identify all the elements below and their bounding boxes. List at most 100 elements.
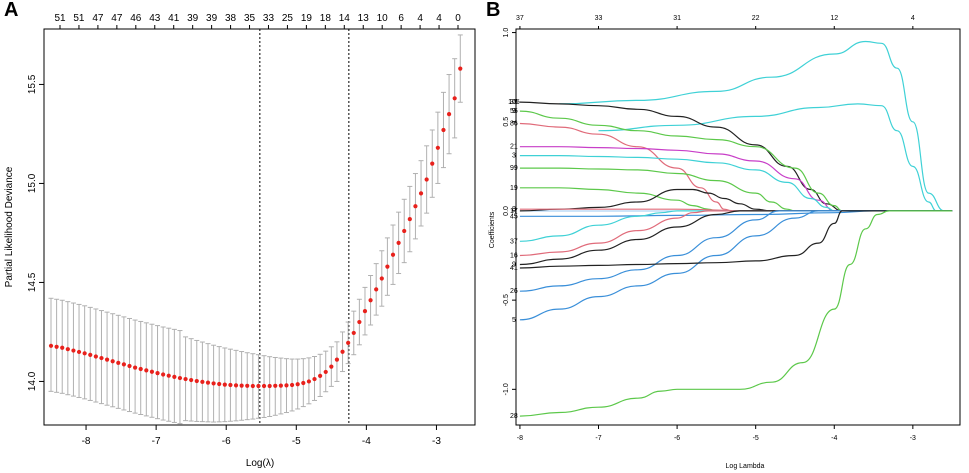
panel-b-letter: B [486, 0, 500, 21]
point-52 [340, 349, 345, 354]
point-20 [161, 372, 166, 377]
top-tick-label-7: 39 [187, 13, 199, 24]
var-label-2: 86 [510, 121, 518, 128]
point-51 [334, 357, 340, 362]
panel-b-y-label: Coefficients [489, 211, 496, 248]
point-64 [407, 216, 412, 222]
y-tick-label-4: 1.0 [503, 28, 510, 38]
var-label-7: 8 [512, 206, 516, 213]
coef-path-s7 [519, 154, 953, 212]
point-58 [374, 287, 379, 292]
point-40 [273, 383, 278, 388]
top-tick-label-17: 10 [377, 13, 389, 24]
top-tick-label-9: 38 [225, 13, 237, 24]
point-14 [127, 363, 132, 369]
point-21 [166, 373, 171, 378]
point-5 [76, 349, 82, 355]
x-tick-label-0: -8 [82, 436, 91, 447]
point-32 [228, 382, 233, 388]
var-label-5: 99 [510, 165, 518, 172]
point-19 [155, 371, 160, 376]
coef-path-s13 [519, 210, 953, 242]
point-1 [54, 344, 59, 349]
point-35 [245, 383, 250, 388]
point-2 [60, 345, 65, 350]
var-label-0: 105 [508, 99, 520, 106]
point-16 [138, 366, 143, 372]
point-60 [385, 264, 390, 269]
top-tick-label-0: 37 [516, 15, 524, 22]
point-28 [205, 380, 211, 385]
y-tick-label-1: -0.5 [503, 294, 510, 306]
var-label-15: 5 [512, 317, 516, 324]
var-label-4: 3 [512, 153, 516, 160]
point-24 [183, 376, 188, 382]
var-label-18: 9 [512, 108, 516, 115]
point-25 [189, 377, 194, 383]
point-63 [402, 228, 407, 234]
panel-a-top-axis: 51 51 47 47 46 43 41 39 39 38 35 33 25 19 18 14 13 10 6 4 4 0 [54, 13, 461, 29]
point-27 [200, 379, 205, 384]
coef-path-s1 [559, 40, 953, 212]
coef-path-s15 [519, 210, 953, 266]
point-62 [396, 240, 401, 245]
top-tick-label-8: 39 [206, 13, 218, 24]
point-53 [346, 340, 351, 345]
point-0 [48, 343, 54, 348]
point-43 [289, 382, 295, 388]
point-56 [362, 309, 368, 314]
var-label-3: 21 [510, 144, 518, 151]
var-label-13: 41 [510, 265, 518, 272]
point-38 [261, 383, 267, 389]
panel-a-letter: A [4, 0, 18, 21]
var-label-9: 45 [510, 213, 518, 220]
top-tick-label-15: 14 [339, 13, 351, 24]
y-tick-label-1: 14.5 [27, 272, 38, 292]
point-41 [278, 383, 283, 388]
point-13 [121, 362, 126, 367]
point-31 [222, 382, 227, 387]
top-tick-label-1: 33 [595, 15, 603, 22]
top-tick-label-11: 33 [263, 13, 275, 24]
panel-a-x-axis: -8 -7 -6 -5 -4 -3 [82, 425, 441, 447]
point-65 [413, 204, 418, 209]
coef-path-s3 [519, 101, 953, 212]
x-tick-label-2: -6 [222, 436, 231, 447]
point-69 [435, 145, 440, 150]
top-tick-label-20: 4 [436, 13, 442, 24]
point-70 [441, 127, 446, 133]
var-label-11: 16 [510, 253, 518, 260]
coef-path-s8 [519, 167, 953, 212]
point-72 [452, 96, 457, 101]
coef-path-s14 [519, 210, 953, 257]
point-15 [133, 365, 138, 370]
top-tick-label-2: 31 [673, 15, 681, 22]
panel-a-x-label: Log(λ) [246, 458, 274, 469]
panel-a-y-axis: 14.0 14.5 15.0 15.5 [27, 74, 44, 391]
point-6 [82, 351, 87, 356]
coef-path-s2 [598, 103, 953, 212]
var-label-1: 55 [510, 108, 518, 115]
point-7 [88, 352, 93, 358]
y-tick-label-2: 15.0 [27, 173, 38, 193]
point-73 [458, 66, 463, 71]
panel-a-error-bars [48, 34, 463, 425]
x-tick-label-2: -6 [674, 435, 680, 442]
point-39 [267, 383, 272, 389]
coef-path-s19 [519, 210, 953, 417]
point-29 [211, 381, 216, 386]
top-tick-label-10: 35 [244, 13, 256, 24]
point-34 [239, 383, 244, 388]
panel-b-variable-labels: 1055586213991981745371694126528359 [508, 99, 520, 420]
top-tick-label-1: 51 [73, 13, 85, 24]
top-tick-label-5: 43 [149, 13, 161, 24]
point-12 [116, 360, 121, 365]
coef-path-s5 [519, 122, 953, 212]
x-tick-label-3: -5 [292, 436, 301, 447]
x-tick-label-4: -4 [831, 435, 837, 442]
var-label-16: 28 [510, 413, 518, 420]
point-18 [149, 369, 155, 374]
point-9 [99, 355, 104, 361]
panel-a-reference-lines [259, 29, 350, 425]
